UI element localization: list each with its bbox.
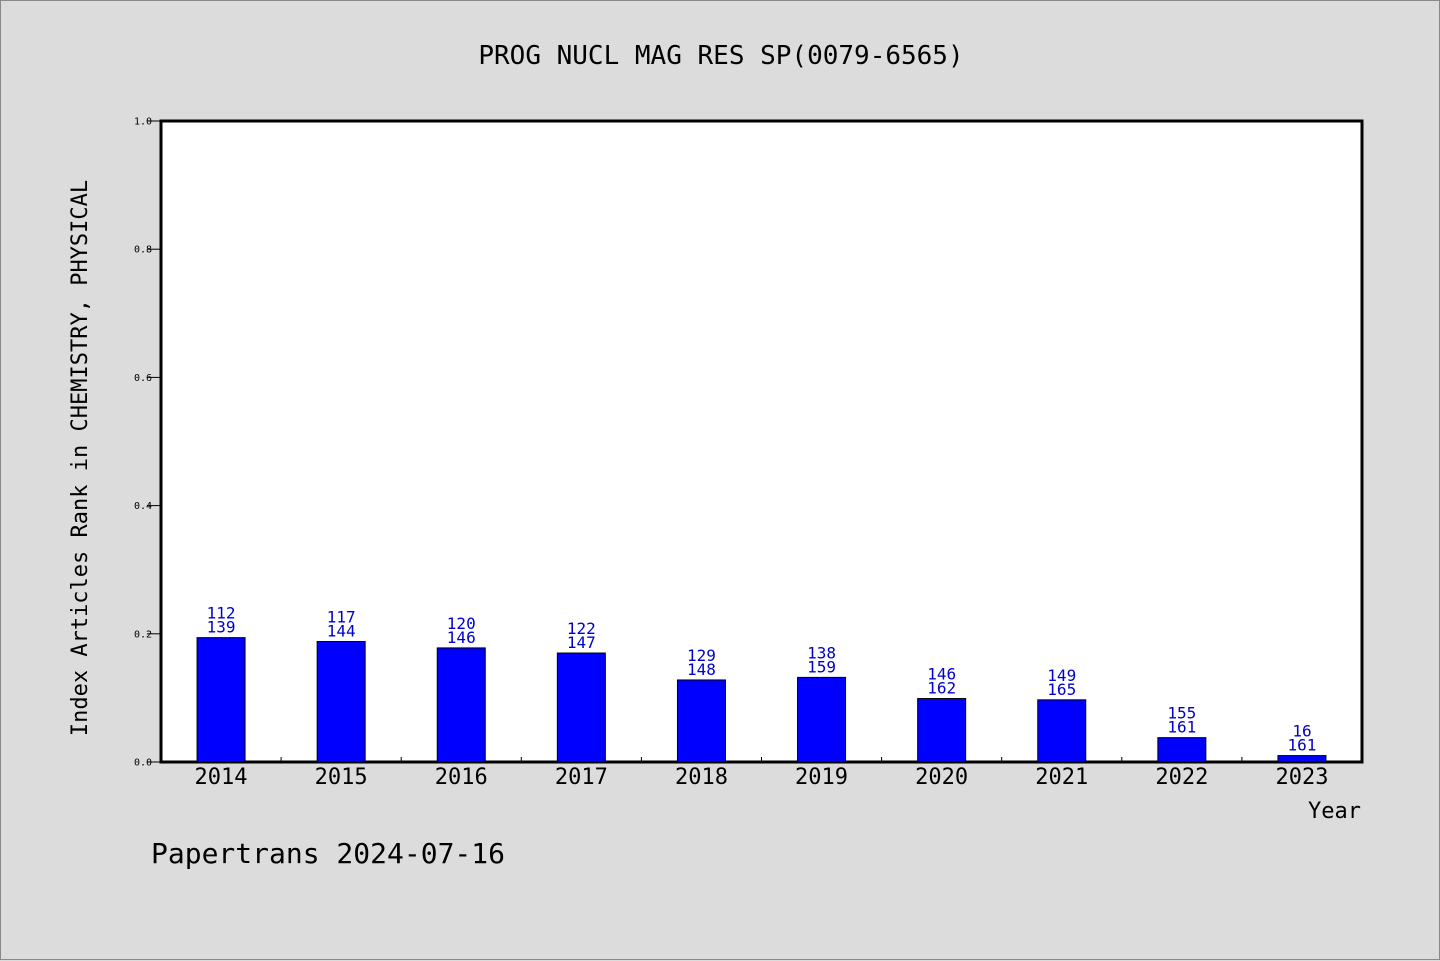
- x-tick-label: 2020: [915, 765, 968, 790]
- x-tick-label: 2016: [435, 765, 488, 790]
- x-axis-label: Year: [1308, 799, 1361, 824]
- bar-2018: [676, 679, 726, 763]
- y-tick-label: 0.8: [134, 245, 152, 256]
- bar-series: [196, 637, 1327, 763]
- bar-total-label: 148: [687, 660, 716, 679]
- chart-title: PROG NUCL MAG RES SP(0079-6565): [478, 41, 963, 71]
- bar-2016: [436, 647, 486, 763]
- x-tick-label: 2022: [1155, 765, 1208, 790]
- bar-total-label: 147: [567, 633, 596, 652]
- bar-rank-label: 129: [687, 646, 716, 665]
- bar-2014: [196, 637, 246, 763]
- bar-2023: [1277, 755, 1327, 763]
- bar-rank-label: 120: [447, 614, 476, 633]
- x-tick-label: 2019: [795, 765, 848, 790]
- bar-total-label: 165: [1047, 680, 1076, 699]
- bar-rank-label: 146: [927, 665, 956, 684]
- bar-total-label: 162: [927, 679, 956, 698]
- bar-rank-label: 149: [1047, 666, 1076, 685]
- bar-2020: [917, 698, 967, 763]
- y-tick-label: 0.6: [134, 373, 152, 384]
- bar-rank-label: 155: [1167, 704, 1196, 723]
- y-tick-label: 1.0: [134, 117, 152, 128]
- y-axis-label: Index Articles Rank in CHEMISTRY, PHYSIC…: [68, 180, 93, 736]
- y-tick-label: 0.0: [134, 758, 152, 769]
- bar-total-label: 144: [327, 621, 356, 640]
- y-tick-label: 0.2: [134, 629, 152, 640]
- bar-total-label: 146: [447, 628, 476, 647]
- footer-text: Papertrans 2024-07-16: [151, 837, 505, 870]
- bar-rank-label: 138: [807, 643, 836, 662]
- x-tick-label: 2023: [1275, 765, 1328, 790]
- y-tick-label: 0.4: [134, 501, 152, 512]
- bar-rank-label: 122: [567, 619, 596, 638]
- bar-total-label: 159: [807, 657, 836, 676]
- bar-total-label: 161: [1167, 718, 1196, 737]
- x-tick-label: 2018: [675, 765, 728, 790]
- x-tick-label: 2015: [315, 765, 368, 790]
- y-axis: 0.0 0.2 0.4 0.6 0.8 1.0: [134, 117, 161, 769]
- bar-2022: [1157, 737, 1207, 763]
- x-tick-label: 2014: [195, 765, 248, 790]
- bar-2017: [556, 652, 606, 763]
- bar-total-label: 161: [1287, 736, 1316, 755]
- x-tick-label: 2017: [555, 765, 608, 790]
- bar-rank-label: 117: [327, 607, 356, 626]
- bar-2019: [797, 676, 847, 763]
- bar-2021: [1037, 699, 1087, 763]
- bar-total-label: 139: [207, 618, 236, 637]
- bar-rank-label: 112: [207, 604, 236, 623]
- bar-2015: [316, 640, 366, 763]
- x-tick-label: 2021: [1035, 765, 1088, 790]
- x-axis: 2014 2015 2016 2017 2018 2019 2020 2021 2022 2023: [195, 757, 1328, 790]
- bar-rank-label: 16: [1292, 722, 1311, 741]
